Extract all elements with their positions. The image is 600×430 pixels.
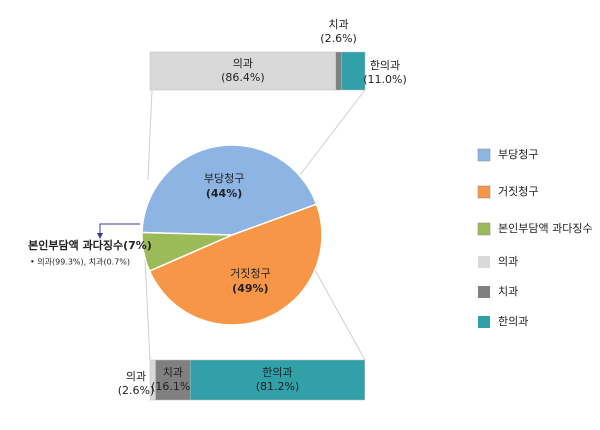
- segment-label: 의과: [233, 57, 253, 70]
- annotation-arrow: [97, 223, 140, 239]
- slice-label: 본인부담액 과다징수: [28, 238, 123, 252]
- pie-slice: [141, 231, 233, 273]
- connector: [314, 269, 366, 361]
- legend-label: 부당청구: [498, 148, 538, 161]
- legend-swatch: [477, 185, 491, 199]
- segment-label: 의과: [126, 370, 146, 383]
- segment-value-label: (16.1%): [151, 380, 195, 393]
- segment-value-label: (11.0%): [363, 73, 407, 86]
- segment-value-label: (2.6%): [118, 384, 155, 397]
- segment-value-label: (2.6%): [320, 32, 357, 45]
- legend-swatch: [478, 256, 490, 268]
- bar-segment: [149, 51, 337, 91]
- connector: [147, 89, 153, 181]
- legend-swatch: [478, 316, 490, 328]
- legend-swatch: [477, 222, 491, 236]
- bar-segment: [341, 51, 366, 91]
- segment-label: 한의과: [262, 366, 292, 379]
- segment-value-label: (81.2%): [256, 380, 300, 393]
- pie-slice: [148, 203, 323, 326]
- legend-label: 거짓청구: [498, 185, 538, 198]
- legend-swatch: [477, 148, 491, 162]
- legend-label: 본인부담액 과다징수: [498, 222, 593, 235]
- slice-annotation: 본인부담액 과다징수(7%): [28, 238, 152, 252]
- bar-segment: [189, 359, 366, 401]
- segment-label: 치과: [163, 366, 183, 379]
- connector: [299, 89, 366, 176]
- slice-value-label: (49%): [232, 282, 268, 295]
- segment-label: 치과: [328, 18, 348, 31]
- legend-label: 한의과: [498, 315, 528, 328]
- slice-label: 거짓청구: [230, 267, 270, 280]
- segment-value-label: (86.4%): [221, 71, 265, 84]
- connector: [144, 259, 151, 361]
- legend-swatch: [478, 286, 490, 298]
- bar-segment: [335, 51, 342, 91]
- legend-label: 의과: [498, 255, 518, 268]
- bar-segment: [155, 359, 191, 401]
- segment-label: 한의과: [370, 59, 400, 72]
- annotation-note: • 의과(99.3%), 치과(0.7%): [30, 257, 130, 267]
- slice-value-label: (44%): [206, 187, 242, 200]
- slice-value-label: (7%): [123, 239, 152, 252]
- pie-slice: [141, 144, 318, 236]
- legend-label: 치과: [498, 285, 518, 298]
- slice-label: 부당청구: [204, 172, 244, 185]
- connector-lines: [144, 89, 366, 361]
